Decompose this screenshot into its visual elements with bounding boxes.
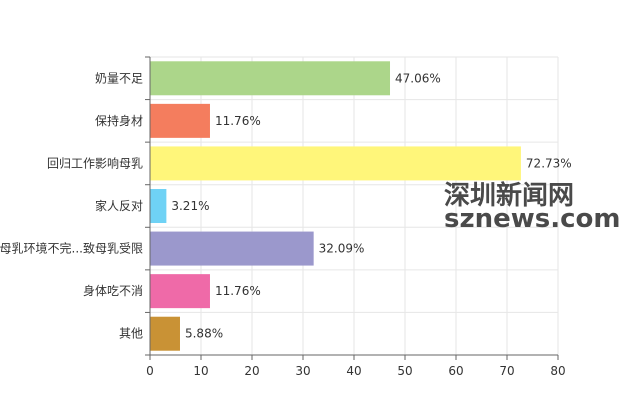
- grid: [150, 56, 559, 355]
- category-label: 家人反对: [95, 198, 143, 213]
- x-tick-label: 30: [295, 364, 310, 378]
- value-label: 5.88%: [185, 327, 223, 341]
- x-tick-label: 70: [499, 364, 514, 378]
- x-tick-label: 20: [244, 364, 259, 378]
- category-label: 保持身材: [95, 113, 143, 128]
- category-label: 回归工作影响母乳: [47, 155, 143, 170]
- x-tick-label: 10: [193, 364, 208, 378]
- watermark-cn: 深圳新闻网: [444, 180, 574, 211]
- value-label: 72.73%: [526, 156, 572, 170]
- bar: [150, 103, 210, 138]
- value-label: 11.76%: [215, 284, 261, 298]
- category-label: 哺母乳环境不完...致母乳受限: [0, 241, 143, 256]
- value-label: 3.21%: [171, 199, 209, 213]
- x-tick-label: 60: [448, 364, 463, 378]
- bar: [150, 231, 314, 266]
- category-label: 其他: [119, 327, 143, 341]
- category-label: 奶量不足: [95, 71, 143, 85]
- bar: [150, 316, 180, 351]
- watermark-logo: 深圳新闻网 sznews.com: [444, 180, 620, 234]
- bar: [150, 274, 210, 309]
- axes: 0 10 20 30 40 50 60 70 80: [145, 56, 566, 378]
- category-label: 身体吃不消: [83, 283, 143, 298]
- bar: [150, 189, 167, 223]
- value-label: 47.06%: [395, 71, 441, 85]
- watermark-en: sznews.com: [444, 204, 620, 234]
- value-label: 32.09%: [319, 242, 365, 256]
- x-tick-label: 50: [397, 364, 412, 378]
- x-tick-label: 40: [346, 364, 361, 378]
- bar: [150, 146, 521, 181]
- bars: [150, 61, 521, 351]
- labels: 奶量不足 47.06% 保持身材 11.76% 回归工作影响母乳 72.73% 家人反对 3.…: [0, 71, 572, 340]
- x-tick-label: 0: [146, 364, 154, 378]
- bar: [150, 61, 391, 96]
- value-label: 11.76%: [215, 114, 261, 128]
- x-tick-label: 80: [550, 364, 565, 378]
